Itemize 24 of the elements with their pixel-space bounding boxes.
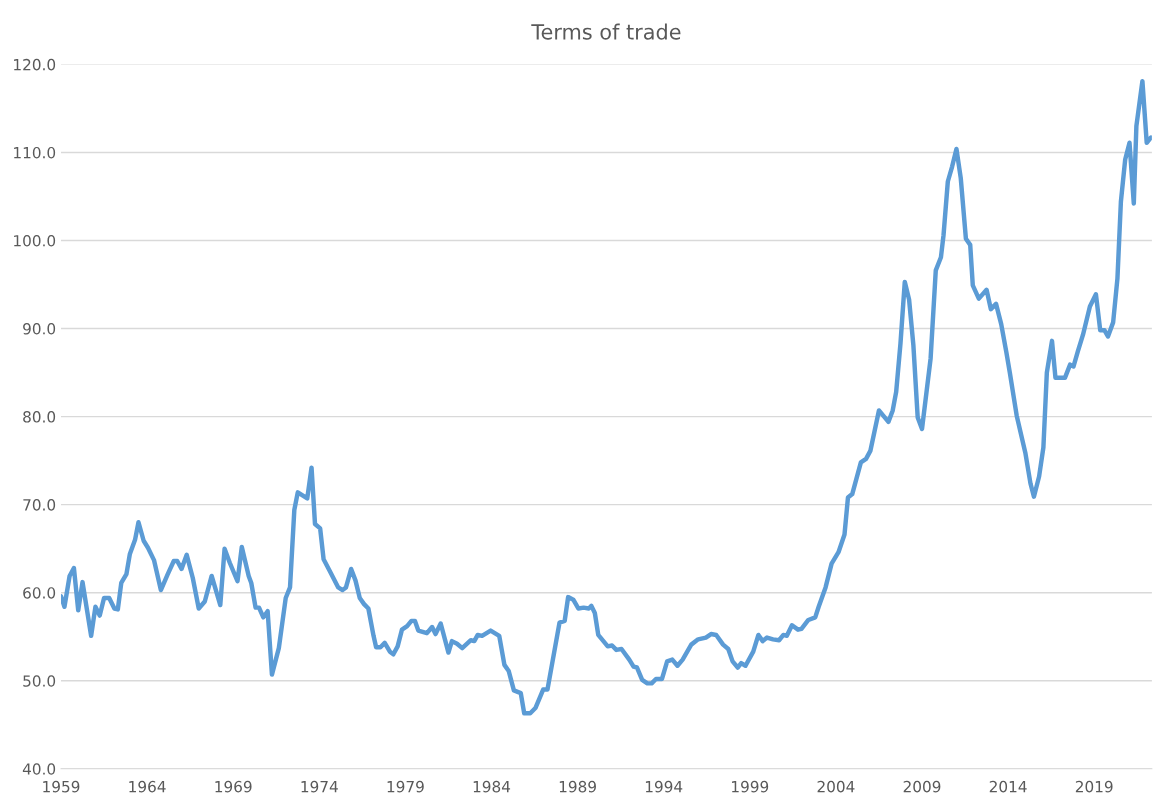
- x-tick-label: 1979: [387, 780, 424, 793]
- y-tick-label: 100.0: [14, 234, 56, 247]
- y-tick-label: 60.0: [23, 587, 56, 599]
- x-tick-label: 1959: [43, 780, 80, 793]
- y-tick-label: 80.0: [23, 411, 56, 423]
- x-tick-label: 1969: [215, 780, 252, 793]
- x-tick-label: 1989: [559, 780, 596, 793]
- y-tick-label: 40.0: [22, 763, 56, 775]
- y-tick-label: 50.0: [23, 675, 56, 687]
- line-series: [61, 78, 1152, 716]
- y-tick-label: 120.0: [14, 58, 56, 71]
- x-tick-label: 1974: [301, 780, 338, 793]
- x-tick-label: 1994: [645, 780, 683, 793]
- x-tick-label: 2014: [989, 780, 1027, 793]
- x-tick-label: 2009: [903, 780, 941, 793]
- y-tick-label: 110.0: [14, 146, 56, 159]
- x-tick-label: 1984: [473, 780, 511, 793]
- y-tick-label: 90.0: [23, 323, 56, 335]
- y-tick-label: 70.0: [23, 499, 56, 511]
- x-tick-label: 2004: [817, 780, 855, 793]
- x-tick-label: 1999: [732, 780, 769, 793]
- x-tick-label: 2019: [1075, 780, 1113, 793]
- chart-title: Terms of trade: [531, 23, 681, 40]
- x-tick-label: 1964: [129, 780, 166, 793]
